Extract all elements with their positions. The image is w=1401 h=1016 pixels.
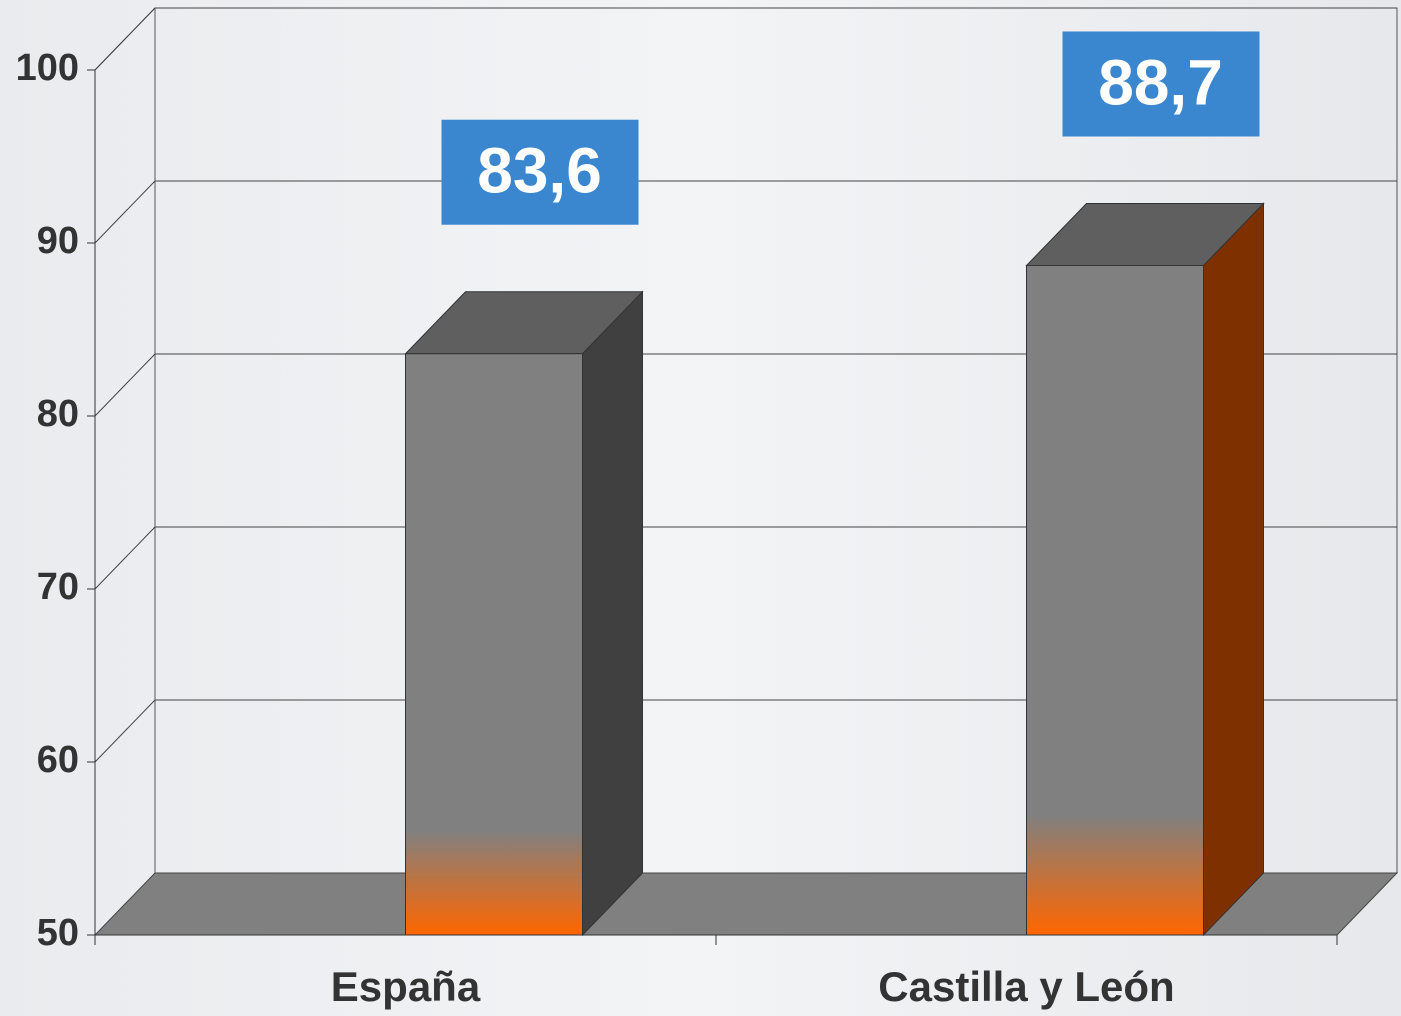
grid-line xyxy=(94,353,156,417)
grid-line xyxy=(94,699,156,763)
grid-line xyxy=(94,7,156,71)
grid-line xyxy=(94,526,156,590)
value-label-box xyxy=(441,119,639,225)
bar-side xyxy=(582,290,643,937)
y-tick-label: 60 xyxy=(37,739,79,781)
y-tick-label: 70 xyxy=(37,566,79,608)
y-tick-label: 80 xyxy=(37,393,79,435)
bar-side xyxy=(1203,202,1264,937)
x-tick-label: España xyxy=(331,963,481,1010)
value-label: 88,7 xyxy=(1098,46,1223,118)
y-tick-label: 50 xyxy=(37,912,79,954)
value-label-box xyxy=(1062,31,1260,137)
bar xyxy=(405,353,583,936)
grid-line xyxy=(94,180,156,244)
x-tick-label: Castilla y León xyxy=(878,963,1174,1010)
bar xyxy=(1026,264,1204,936)
y-tick-label: 100 xyxy=(16,47,79,89)
y-tick-label: 90 xyxy=(37,220,79,262)
value-label: 83,6 xyxy=(477,135,602,207)
